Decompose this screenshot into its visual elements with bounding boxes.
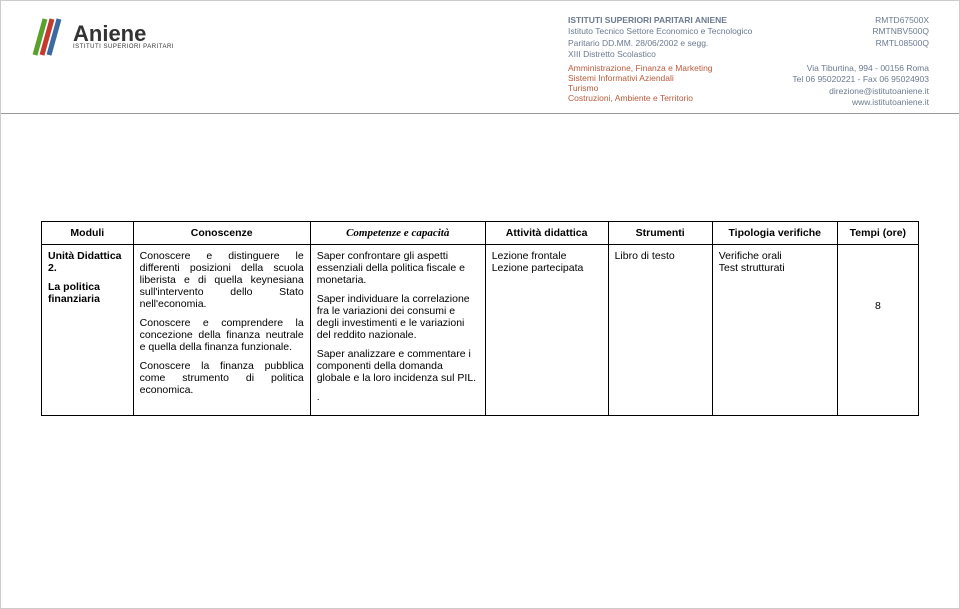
logo: Aniene ISTITUTI SUPERIORI PARITARI bbox=[31, 15, 174, 59]
header-left-col: ISTITUTI SUPERIORI PARITARI ANIENE Istit… bbox=[568, 15, 752, 109]
strumenti-text: Libro di testo bbox=[615, 250, 706, 262]
code-1: RMTD67500X bbox=[792, 15, 929, 26]
dept-2: Sistemi Informativi Aziendali bbox=[568, 73, 752, 83]
moduli-title: Unità Didattica 2. bbox=[48, 250, 127, 274]
attivita-l1: Lezione frontale bbox=[492, 250, 602, 262]
th-moduli: Moduli bbox=[42, 222, 134, 245]
code-3: RMTL08500Q bbox=[792, 38, 929, 49]
tipologia-l2: Test strutturati bbox=[719, 262, 831, 274]
cell-strumenti: Libro di testo bbox=[608, 245, 712, 416]
cell-tipologia: Verifiche orali Test strutturati bbox=[712, 245, 837, 416]
tipologia-l1: Verifiche orali bbox=[719, 250, 831, 262]
tempi-value: 8 bbox=[844, 300, 912, 312]
institute-line3: XIII Distretto Scolastico bbox=[568, 49, 752, 60]
logo-subtitle: ISTITUTI SUPERIORI PARITARI bbox=[73, 44, 174, 50]
header: Aniene ISTITUTI SUPERIORI PARITARI ISTIT… bbox=[31, 15, 929, 109]
institute-title: ISTITUTI SUPERIORI PARITARI ANIENE bbox=[568, 15, 752, 26]
cell-conoscenze: Conoscere e distinguere le differenti po… bbox=[133, 245, 310, 416]
cell-competenze: Saper confrontare gli aspetti essenziali… bbox=[310, 245, 485, 416]
th-strumenti: Strumenti bbox=[608, 222, 712, 245]
competenze-dot: . bbox=[317, 391, 479, 403]
address-1: Via Tiburtina, 994 - 00156 Roma bbox=[792, 63, 929, 74]
th-conoscenze: Conoscenze bbox=[133, 222, 310, 245]
competenze-p3: Saper analizzare e commentare i componen… bbox=[317, 348, 479, 384]
address-2: Tel 06 95020221 - Fax 06 95024903 bbox=[792, 74, 929, 85]
th-competenze: Competenze e capacità bbox=[310, 222, 485, 245]
address-4: www.istitutoaniene.it bbox=[792, 97, 929, 108]
code-2: RMTNBV500Q bbox=[792, 26, 929, 37]
institute-line2: Paritario DD.MM. 28/06/2002 e segg. bbox=[568, 38, 752, 49]
dept-3: Turismo bbox=[568, 83, 752, 93]
competenze-p1: Saper confrontare gli aspetti essenziali… bbox=[317, 250, 479, 286]
table-header-row: Moduli Conoscenze Competenze e capacità … bbox=[42, 222, 919, 245]
page: Aniene ISTITUTI SUPERIORI PARITARI ISTIT… bbox=[0, 0, 960, 609]
th-tipologia: Tipologia verifiche bbox=[712, 222, 837, 245]
address-3: direzione@istitutoaniene.it bbox=[792, 86, 929, 97]
header-rule bbox=[1, 113, 959, 114]
header-info: ISTITUTI SUPERIORI PARITARI ANIENE Istit… bbox=[568, 15, 929, 109]
logo-stripes-icon bbox=[31, 15, 67, 59]
table-row: Unità Didattica 2. La politica finanziar… bbox=[42, 245, 919, 416]
dept-1: Amministrazione, Finanza e Marketing bbox=[568, 63, 752, 73]
institute-line1: Istituto Tecnico Settore Economico e Tec… bbox=[568, 26, 752, 37]
syllabus-table: Moduli Conoscenze Competenze e capacità … bbox=[41, 221, 919, 416]
moduli-subtitle: La politica finanziaria bbox=[48, 281, 127, 305]
th-attivita: Attività didattica bbox=[485, 222, 608, 245]
conoscenze-p1: Conoscere e distinguere le differenti po… bbox=[140, 250, 304, 310]
competenze-p2: Saper individuare la correlazione fra le… bbox=[317, 293, 479, 341]
dept-4: Costruzioni, Ambiente e Territorio bbox=[568, 93, 752, 103]
cell-tempi: 8 bbox=[837, 245, 918, 416]
cell-moduli: Unità Didattica 2. La politica finanziar… bbox=[42, 245, 134, 416]
conoscenze-p3: Conoscere la finanza pubblica come strum… bbox=[140, 360, 304, 396]
th-tempi: Tempi (ore) bbox=[837, 222, 918, 245]
header-right-col: RMTD67500X RMTNBV500Q RMTL08500Q Via Tib… bbox=[792, 15, 929, 109]
logo-name: Aniene bbox=[73, 24, 174, 44]
conoscenze-p2: Conoscere e comprendere la concezione de… bbox=[140, 317, 304, 353]
attivita-l2: Lezione partecipata bbox=[492, 262, 602, 274]
cell-attivita: Lezione frontale Lezione partecipata bbox=[485, 245, 608, 416]
syllabus-table-wrap: Moduli Conoscenze Competenze e capacità … bbox=[41, 221, 919, 416]
